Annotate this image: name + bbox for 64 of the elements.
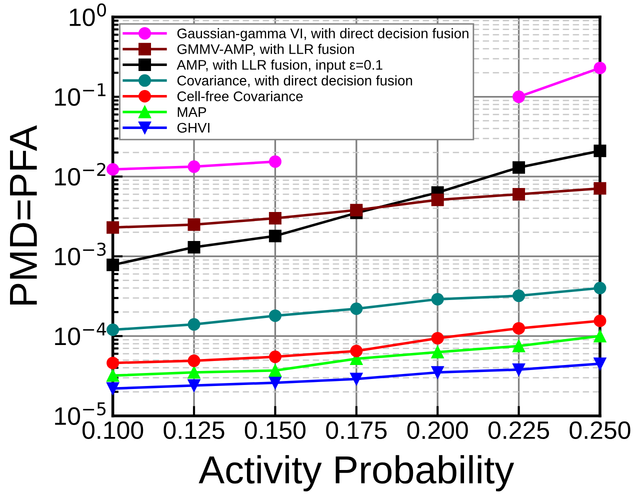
point [188,379,200,392]
point [106,258,120,272]
point [268,212,282,225]
point [106,163,120,176]
x-tick-label: 0.125 [164,421,224,440]
point [106,221,120,234]
legend-label: GMMV-AMP, with LLR fusion [177,44,354,56]
point [594,357,606,370]
point [268,230,282,242]
point [268,350,282,364]
x-tick-label: 0.175 [326,421,387,440]
y-tick-label: 10$^{−1}$ [55,83,106,106]
y-tick-label: 10$^{0}$ [70,3,106,26]
point [268,376,282,389]
point [106,369,120,382]
point [188,240,200,254]
x-tick-label: 0.225 [488,421,550,440]
point [431,346,444,358]
x-tick-label: 0.250 [570,421,630,440]
point [431,332,444,344]
point [512,90,526,104]
point [512,161,526,174]
point [268,155,282,168]
point [350,204,363,216]
legend-label: MAP [178,107,206,117]
point [188,318,200,331]
legend-label: Cell-free Covariance [177,91,303,102]
point [512,322,526,335]
x-axis-title: Activity Probability [198,455,514,492]
x-tick-label: 0.200 [407,421,468,440]
point [106,324,120,336]
point [350,302,363,316]
point [431,366,444,379]
point [106,356,120,370]
y-tick-label: 10$^{−4}$ [55,322,106,346]
point [188,366,200,379]
point [594,182,606,195]
point [512,340,526,352]
point [594,314,606,328]
y-axis-title: PMD=PFA [10,125,37,305]
point [594,62,606,74]
y-tick-label: 10$^{−3}$ [55,242,106,266]
point [594,282,606,294]
point [594,330,606,342]
point [350,372,363,386]
x-tick-label: 0.150 [244,421,306,440]
point [350,344,363,358]
point [512,290,526,302]
legend-label: GHVI [177,122,210,133]
y-tick-label: 10$^{−2}$ [55,162,106,186]
point [268,309,282,322]
legend-label: AMP, with LLR fusion, input ε=0.1 [176,60,382,73]
point [512,188,526,200]
point [188,160,200,173]
point [268,364,282,377]
point [188,218,200,231]
point [512,363,526,376]
point [431,292,444,306]
point [106,382,120,395]
point [431,194,444,206]
point [594,144,606,158]
point [188,354,200,368]
legend-label: Covariance, with direct decision fusion [177,75,412,88]
legend-label: Gaussian-gamma VI, with direct decision fusion [177,28,468,42]
